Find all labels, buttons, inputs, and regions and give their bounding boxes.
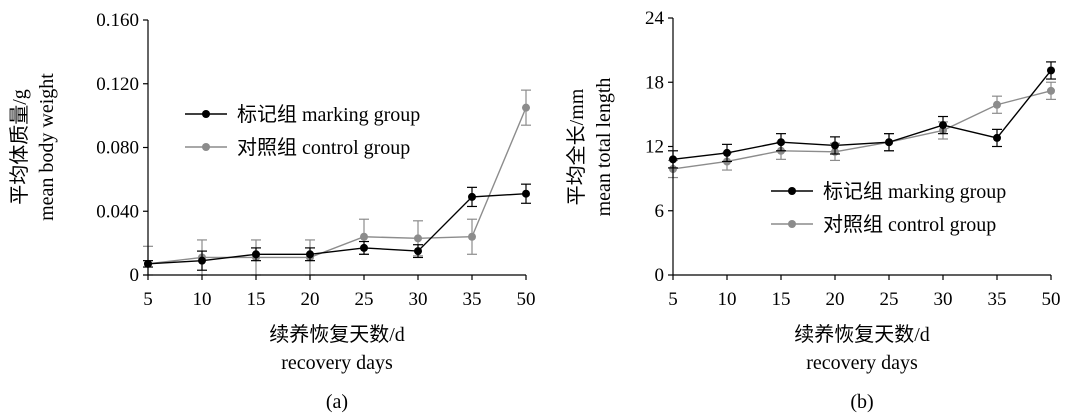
x-tick-label: 5 [143,289,153,310]
x-tick-label: 10 [193,289,212,310]
x-tick-label: 25 [355,289,374,310]
chart-panel-b: 0 6 12 18 24 5 10 15 20 25 30 35 50 平均全长/mm mean to… [565,8,1061,413]
chart-panel-a: 0 0.040 0.080 0.120 0.160 5 10 15 20 25 30 35 50 平均… [8,10,536,413]
legend: 标记组 marking group 对照组 control group [771,180,1006,236]
y-tick-label: 12 [645,137,664,158]
data-point [414,234,422,243]
data-point [306,250,314,259]
series-line [147,193,527,265]
y-tick-label: 0.120 [96,74,139,95]
x-axis-label-en: recovery days [806,352,918,374]
legend-marker-marking [788,187,796,195]
x-axis-label-en: recovery days [281,352,393,374]
data-point [414,247,422,256]
panel-label-b: (b) [850,391,873,413]
y-tick-label: 18 [645,72,664,93]
y-axis-label-en: mean total length [593,78,615,217]
y-ticks: 0 6 12 18 24 [645,8,673,286]
x-tick-label: 15 [772,289,791,310]
x-tick-label: 30 [934,289,953,310]
series-layer [668,61,1056,179]
series-line [672,90,1052,170]
data-point [198,256,206,265]
x-tick-label: 20 [301,289,320,310]
y-tick-label: 24 [645,8,665,29]
legend-label-marking: 标记组 marking group [237,103,420,126]
x-tick-label: 5 [668,289,678,310]
x-tick-label: 20 [826,289,845,310]
y-tick-label: 0 [655,265,665,286]
x-ticks: 5 10 15 20 25 30 35 50 [668,275,1061,310]
data-point [831,141,839,150]
y-tick-label: 0 [130,265,140,286]
y-tick-label: 0.040 [96,201,139,222]
legend: 标记组 marking group 对照组 control group [185,103,420,159]
series-layer [143,89,531,276]
data-point [360,232,368,241]
data-point [468,192,476,201]
y-axis-label-en: mean body weight [36,73,58,221]
x-tick-label: 10 [718,289,737,310]
x-ticks: 5 10 15 20 25 30 35 50 [143,275,536,310]
y-axis-label-cn: 平均全长/mm [565,88,588,205]
y-tick-label: 6 [655,201,665,222]
legend-label-control: 对照组 control group [823,213,996,236]
y-tick-label: 0.160 [96,10,139,31]
data-point [468,232,476,241]
data-point [360,243,368,252]
x-tick-label: 15 [247,289,266,310]
data-point [939,121,947,130]
data-point [522,103,530,112]
y-axis-label-cn: 平均体质量/g [8,89,31,205]
x-tick-label: 25 [880,289,899,310]
legend-marker-marking [202,110,210,118]
legend-label-control: 对照组 control group [237,136,410,159]
legend-marker-control [202,143,210,151]
data-point [723,148,731,157]
data-point [885,138,893,147]
x-axis-label-cn: 续养恢复天数/d [794,323,930,346]
data-point [252,250,260,259]
series-marking [143,183,531,271]
legend-label-marking: 标记组 marking group [823,180,1006,203]
data-point [1047,86,1055,95]
y-ticks: 0 0.040 0.080 0.120 0.160 [96,10,148,286]
data-point [993,133,1001,142]
legend-marker-control [788,220,796,228]
series-line [147,107,527,265]
data-point [777,138,785,147]
panel-label-a: (a) [326,391,348,413]
y-tick-label: 0.080 [96,138,139,159]
data-point [1047,66,1055,75]
data-point [993,100,1001,109]
data-point [522,189,530,198]
series-marking [668,61,1056,169]
x-tick-label: 35 [988,289,1007,310]
x-tick-label: 50 [517,289,536,310]
x-tick-label: 30 [409,289,428,310]
x-tick-label: 50 [1042,289,1061,310]
series-line [672,70,1052,161]
x-tick-label: 35 [463,289,482,310]
x-axis-label-cn: 续养恢复天数/d [269,323,405,346]
